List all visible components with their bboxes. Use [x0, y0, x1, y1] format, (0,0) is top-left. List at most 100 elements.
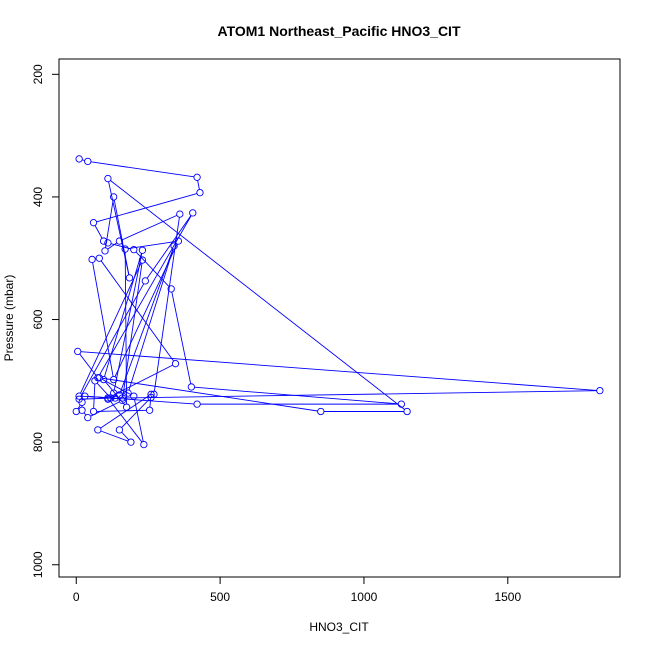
data-point [75, 392, 83, 400]
series-line-segment [121, 399, 150, 428]
data-point [84, 413, 92, 422]
chart-title: ATOM1 Northeast_Pacific HNO3_CIT [218, 23, 461, 39]
data-point [140, 440, 148, 449]
data-point [95, 254, 103, 262]
data-point [317, 407, 325, 416]
data-point [403, 407, 411, 416]
data-point [147, 390, 155, 398]
series-line-segment [102, 377, 318, 412]
y-tick-label: 400 [31, 187, 45, 207]
data-point [110, 375, 118, 384]
series-line-segment [111, 397, 120, 400]
data-point [94, 426, 102, 434]
series-line-segment [122, 214, 178, 241]
data-point [81, 392, 89, 400]
data-point [89, 407, 98, 416]
data-point [75, 155, 83, 163]
series-line-segment [100, 260, 175, 362]
series-line-segment [96, 193, 198, 223]
series-line-segment [96, 409, 147, 412]
series-line-segment [128, 248, 174, 391]
series-line-segment [171, 291, 192, 384]
series-line-segment [80, 351, 597, 391]
series-line-segment [82, 395, 112, 399]
y-axis-label: Pressure (mbar) [2, 275, 16, 362]
data-point [84, 157, 92, 166]
series-line-segment [82, 397, 112, 400]
series-line-segment [124, 252, 128, 404]
data-point [104, 395, 112, 403]
data-point [189, 209, 197, 217]
series-line-segment [153, 217, 180, 392]
plot-frame [58, 58, 621, 578]
data-point [176, 210, 184, 218]
data-point [121, 245, 129, 253]
data-point [150, 390, 158, 398]
series-line-segment [149, 397, 152, 408]
data-point [104, 174, 112, 183]
data-point [196, 188, 204, 197]
series-line-segment [90, 161, 194, 178]
data-point [118, 396, 126, 405]
data-point [138, 256, 147, 264]
data-point [124, 389, 132, 397]
series-line-segment [125, 390, 597, 399]
data-point [72, 407, 80, 416]
data-point [111, 394, 119, 402]
data-point [187, 383, 195, 391]
data-point [74, 347, 82, 356]
data-point [170, 242, 178, 250]
series-layer [72, 155, 604, 449]
x-axis: 0 500 1000 1500 [73, 576, 521, 604]
data-point [193, 400, 201, 408]
x-tick-label: 1500 [494, 590, 521, 604]
series-line-segment [113, 253, 143, 391]
data-point [174, 237, 183, 245]
data-point [94, 374, 102, 382]
data-point [101, 247, 109, 255]
data-point [127, 438, 135, 446]
x-tick-label: 0 [73, 590, 80, 604]
series-line-segment [94, 225, 103, 239]
data-point [193, 173, 201, 181]
series-line-segment [80, 283, 145, 397]
data-point [78, 406, 86, 414]
data-point [115, 237, 124, 245]
series-line-segment [110, 180, 405, 410]
data-point [145, 406, 154, 414]
series-line-segment [79, 353, 97, 376]
series-line-segment [83, 412, 87, 416]
data-point [130, 245, 138, 254]
data-point [89, 219, 98, 227]
data-point [141, 277, 149, 285]
data-point [88, 255, 96, 264]
series-line-segment [121, 431, 130, 441]
series-line-segment [104, 253, 142, 377]
series-line-segment [77, 404, 81, 410]
data-point [171, 360, 180, 368]
y-tick-label: 600 [31, 309, 45, 329]
data-point [115, 426, 124, 434]
series-line-segment [107, 242, 118, 250]
data-point [78, 398, 86, 406]
series-line-segment [93, 384, 96, 409]
series-line-segment [108, 181, 130, 275]
data-point [110, 193, 118, 201]
series-line-segment [120, 248, 174, 393]
series-line-segment [109, 400, 143, 443]
x-tick-label: 1000 [351, 590, 378, 604]
data-point [138, 246, 147, 254]
series-line-segment [122, 263, 143, 398]
y-tick-label: 1000 [31, 551, 45, 578]
y-axis: 200 400 600 800 1000 [31, 64, 60, 578]
data-point [125, 274, 134, 282]
series-line-segment [134, 399, 144, 442]
data-point [167, 285, 175, 293]
data-point [118, 394, 126, 402]
series-line-segment [96, 382, 109, 396]
data-point [99, 237, 108, 245]
y-tick-label: 800 [31, 432, 45, 452]
x-axis-label: HNO3_CIT [309, 620, 369, 634]
data-point [397, 400, 405, 408]
